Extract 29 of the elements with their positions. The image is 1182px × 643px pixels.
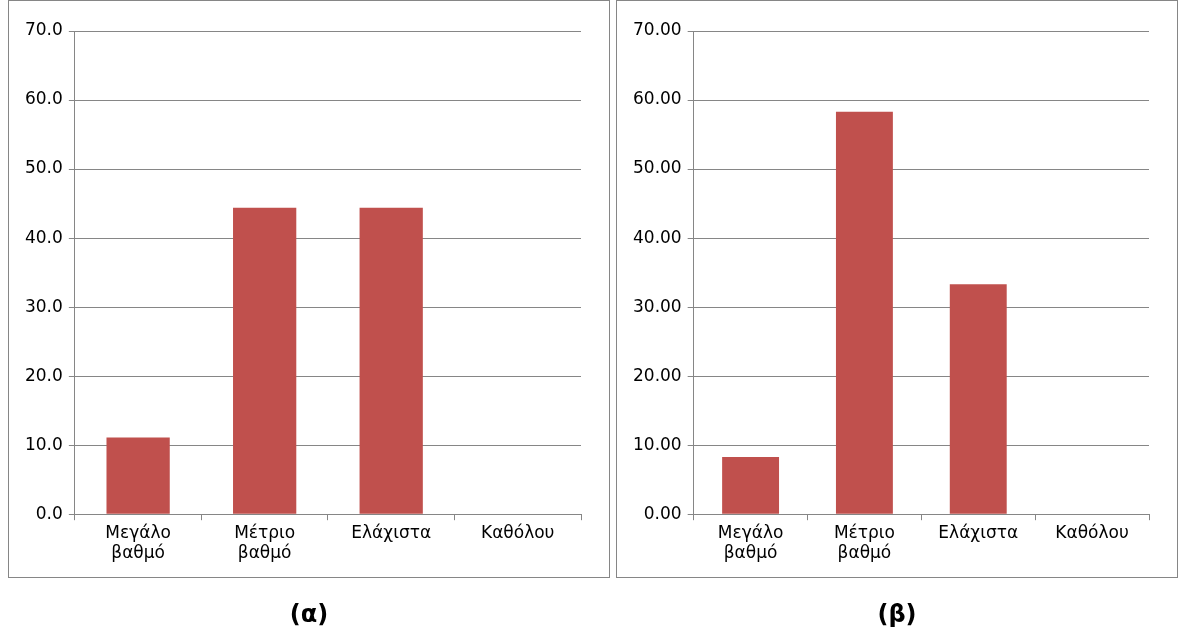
y-tick-label: 30.0 xyxy=(24,295,63,316)
x-tick-label: Μεγάλο βαθμό xyxy=(717,521,784,563)
bar xyxy=(949,284,1007,514)
y-tick-label: 40.0 xyxy=(24,226,63,247)
y-tick-label: 20.00 xyxy=(633,364,682,385)
x-tick-label: Καθόλου xyxy=(1055,521,1129,542)
bar xyxy=(722,456,780,514)
y-tick-label: 70.0 xyxy=(24,19,63,40)
x-tick-label: Ελάχιστα xyxy=(351,521,432,542)
y-tick-label: 60.0 xyxy=(24,88,63,109)
y-tick-label: 0.00 xyxy=(643,502,682,523)
y-tick-label: 10.0 xyxy=(24,433,63,454)
y-tick-label: 70.00 xyxy=(633,19,682,40)
y-tick-label: 0.0 xyxy=(35,502,63,523)
y-tick-label: 40.00 xyxy=(633,226,682,247)
y-tick-label: 30.00 xyxy=(633,295,682,316)
x-tick-label: Μέτριο βαθμό xyxy=(833,521,895,563)
y-tick-label: 50.0 xyxy=(24,157,63,178)
y-tick-label: 10.00 xyxy=(633,433,682,454)
x-tick-label: Μεγάλο βαθμό xyxy=(105,521,171,563)
text: (α) xyxy=(288,600,330,628)
x-tick-label: Ελάχιστα xyxy=(938,521,1019,542)
y-tick-label: 60.00 xyxy=(633,88,682,109)
bar xyxy=(835,111,893,514)
x-tick-label: Μέτριο βαθμό xyxy=(234,521,296,563)
x-tick-label: Καθόλου xyxy=(481,521,555,542)
text: (β) xyxy=(876,600,918,628)
y-tick-label: 20.0 xyxy=(24,364,63,385)
y-tick-label: 50.00 xyxy=(633,157,682,178)
